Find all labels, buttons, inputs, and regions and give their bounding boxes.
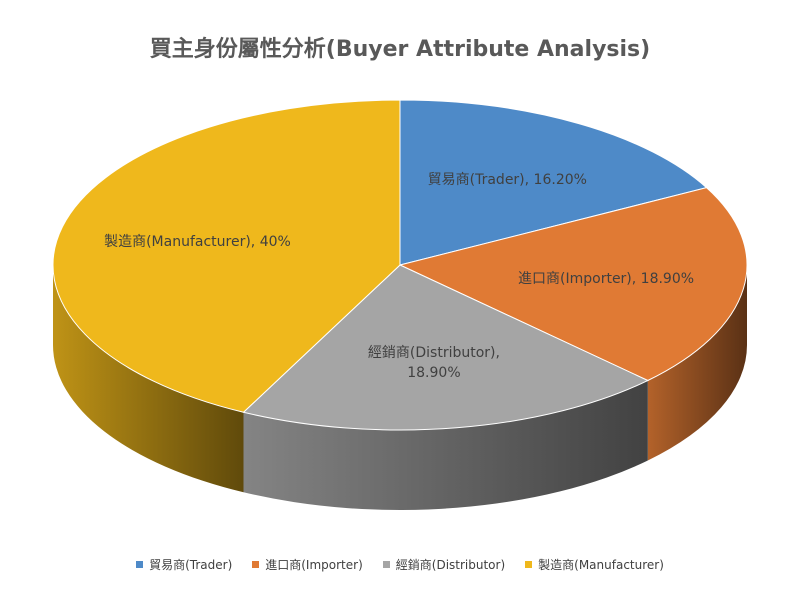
legend-swatch <box>525 561 533 568</box>
legend-item: 製造商(Manufacturer) <box>525 556 664 573</box>
pie-slice <box>242 264 649 431</box>
legend-item: 進口商(Importer) <box>252 556 363 573</box>
legend-item: 經銷商(Distributor) <box>382 556 506 573</box>
data-label: 進口商(Importer), 18.90% <box>518 271 695 288</box>
data-label: 製造商(Manufacturer), 40% <box>104 234 291 251</box>
pie-slice <box>399 99 708 266</box>
data-label: 經銷商(Distributor), 18.90% <box>367 344 500 381</box>
legend-swatch <box>382 561 390 568</box>
legend-label: 經銷商(Distributor) <box>395 558 506 572</box>
legend-swatch <box>252 561 260 568</box>
legend-item: 貿易商(Trader) <box>136 556 232 573</box>
chart-title: 買主身份屬性分析(Buyer Attribute Analysis) <box>150 36 650 62</box>
legend-swatch <box>136 561 144 568</box>
data-label: 貿易商(Trader), 16.20% <box>427 172 587 189</box>
pie-slice <box>52 99 401 413</box>
legend-label: 進口商(Importer) <box>265 558 363 572</box>
pie-side <box>647 265 747 461</box>
legend-label: 貿易商(Trader) <box>149 558 233 572</box>
pie-slice <box>398 187 748 382</box>
pie-side <box>243 380 648 510</box>
legend: 貿易商(Trader) 進口商(Importer) 經銷商(Distributor)… <box>0 556 800 573</box>
legend-label: 製造商(Manufacturer) <box>538 558 664 572</box>
